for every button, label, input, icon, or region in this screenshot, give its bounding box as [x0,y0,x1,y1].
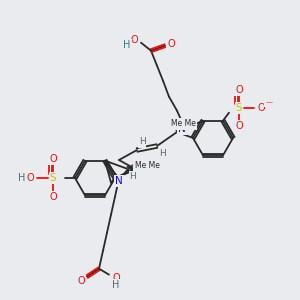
Text: S: S [50,173,56,183]
Text: O: O [257,103,265,113]
Text: H: H [18,173,26,183]
Text: H: H [159,149,165,158]
Text: H: H [130,172,136,181]
Text: O: O [130,35,138,45]
Text: H: H [139,137,145,146]
Text: O: O [112,273,120,283]
Text: O: O [235,85,243,95]
Text: O: O [77,276,85,286]
Text: O: O [49,192,57,202]
Text: Me Me: Me Me [171,119,195,128]
Text: S: S [236,103,242,113]
Text: O: O [26,173,34,183]
Text: Me Me: Me Me [135,160,159,169]
Text: N: N [115,176,123,186]
Text: N: N [178,124,186,134]
Text: +: + [187,117,193,126]
Text: H: H [123,40,131,50]
Text: O: O [235,121,243,131]
Text: O: O [167,39,175,49]
Text: H: H [112,280,120,290]
Text: O: O [49,154,57,164]
Text: —: — [266,100,272,106]
